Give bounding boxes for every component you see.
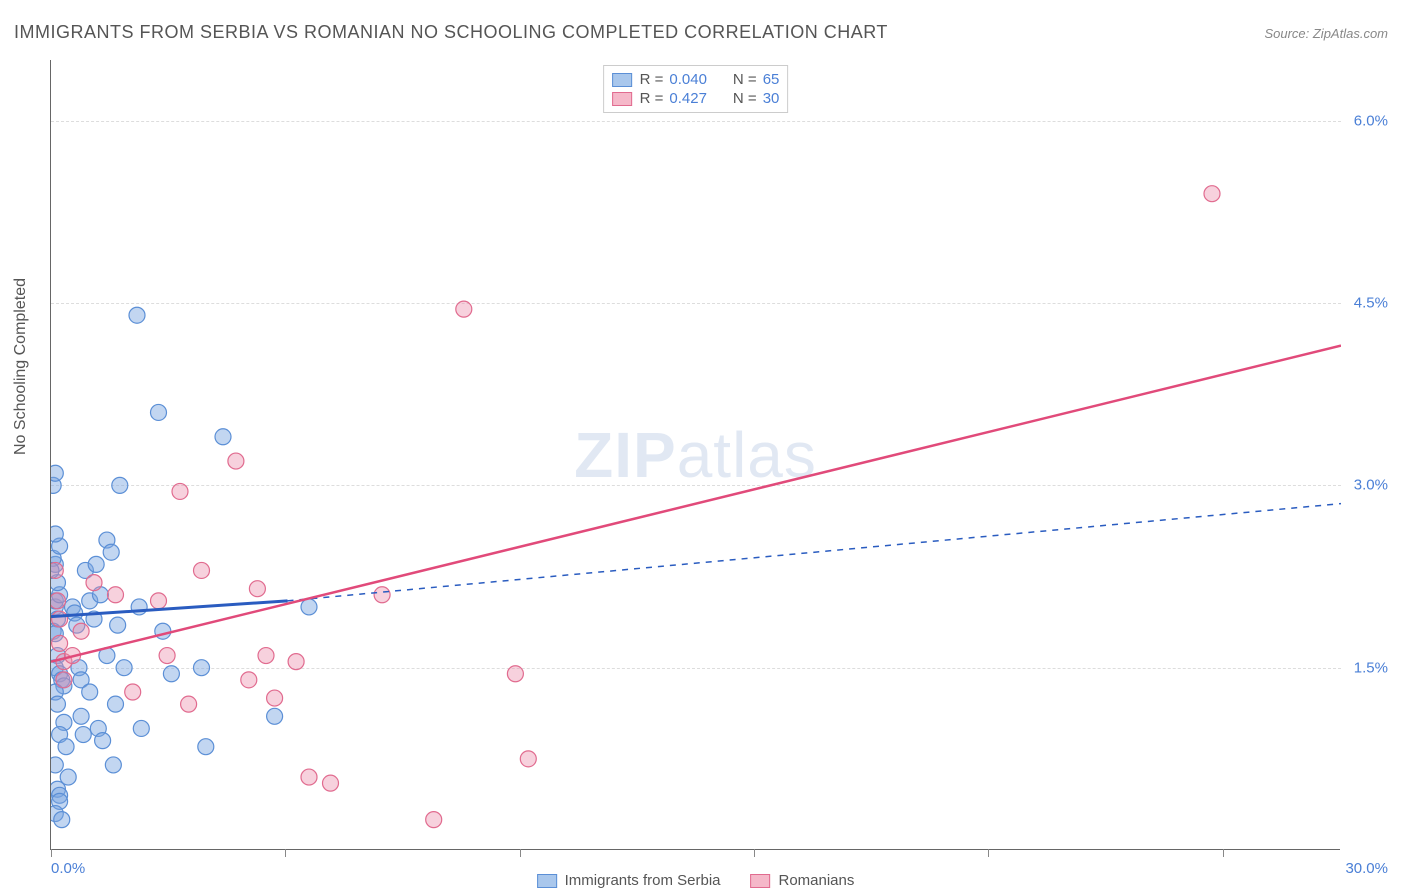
marker-serbia [51,465,63,481]
marker-serbia [51,696,65,712]
marker-serbia [105,757,121,773]
marker-serbia [88,556,104,572]
marker-romanians [172,483,188,499]
legend-series: Immigrants from Serbia Romanians [537,872,855,889]
legend-stats: R = 0.040 N = 65 R = 0.427 N = 30 [603,65,789,113]
marker-serbia [58,739,74,755]
marker-romanians [52,611,68,627]
marker-romanians [56,672,72,688]
legend-swatch-serbia [612,73,632,87]
y-tick-label: 1.5% [1354,659,1388,676]
marker-romanians [456,301,472,317]
marker-romanians [228,453,244,469]
marker-romanians [301,769,317,785]
marker-romanians [181,696,197,712]
source-attribution: Source: ZipAtlas.com [1264,26,1388,41]
marker-serbia [129,307,145,323]
plot-frame: ZIPatlas R = 0.040 N = 65 R = 0.427 N = … [50,60,1340,850]
legend-n-label: N = [733,71,757,88]
marker-serbia [112,477,128,493]
y-tick-label: 4.5% [1354,295,1388,312]
marker-serbia [82,684,98,700]
x-tick [754,849,755,857]
marker-romanians [86,575,102,591]
marker-romanians [426,812,442,828]
marker-serbia [95,733,111,749]
chart-area: ZIPatlas R = 0.040 N = 65 R = 0.427 N = … [50,60,1390,850]
legend-r-label: R = [640,90,664,107]
marker-romanians [73,623,89,639]
x-tick [1223,849,1224,857]
marker-romanians [258,648,274,664]
marker-romanians [51,593,65,609]
marker-serbia [51,757,63,773]
marker-romanians [374,587,390,603]
marker-serbia [163,666,179,682]
marker-romanians [249,581,265,597]
marker-romanians [267,690,283,706]
y-axis-label: No Schooling Completed [12,278,30,455]
marker-serbia [215,429,231,445]
x-tick [988,849,989,857]
marker-serbia [54,812,70,828]
marker-serbia [198,739,214,755]
x-tick-label: 30.0% [1345,860,1388,877]
marker-romanians [241,672,257,688]
legend-n-label: N = [733,90,757,107]
legend-swatch-serbia [537,874,557,888]
legend-stats-row-1: R = 0.427 N = 30 [612,89,780,108]
marker-serbia [110,617,126,633]
marker-serbia [51,526,63,542]
marker-romanians [159,648,175,664]
marker-serbia [133,720,149,736]
marker-romanians [323,775,339,791]
marker-romanians [288,654,304,670]
legend-swatch-romanians [751,874,771,888]
marker-serbia [301,599,317,615]
legend-label-romanians: Romanians [779,872,855,889]
legend-r-label: R = [640,71,664,88]
y-tick-label: 3.0% [1354,477,1388,494]
legend-n-value: 30 [763,90,780,107]
x-tick [51,849,52,857]
marker-serbia [194,660,210,676]
marker-romanians [507,666,523,682]
marker-serbia [108,696,124,712]
x-tick [520,849,521,857]
marker-romanians [151,593,167,609]
marker-romanians [51,562,63,578]
legend-label-serbia: Immigrants from Serbia [565,872,721,889]
chart-title: IMMIGRANTS FROM SERBIA VS ROMANIAN NO SC… [14,22,888,43]
legend-swatch-romanians [612,92,632,106]
marker-serbia [267,708,283,724]
marker-romanians [52,635,68,651]
marker-serbia [75,727,91,743]
marker-romanians [125,684,141,700]
legend-stats-row-0: R = 0.040 N = 65 [612,70,780,89]
legend-item-serbia: Immigrants from Serbia [537,872,721,889]
x-tick-label: 0.0% [51,860,85,877]
marker-serbia [151,404,167,420]
legend-n-value: 65 [763,71,780,88]
marker-romanians [108,587,124,603]
marker-serbia [116,660,132,676]
marker-romanians [1204,186,1220,202]
x-tick [285,849,286,857]
trendline-ext-serbia [288,504,1342,601]
marker-serbia [103,544,119,560]
marker-serbia [73,708,89,724]
legend-r-value: 0.040 [669,71,707,88]
legend-item-romanians: Romanians [751,872,855,889]
marker-romanians [520,751,536,767]
chart-svg [51,60,1341,850]
marker-romanians [194,562,210,578]
y-tick-label: 6.0% [1354,112,1388,129]
legend-r-value: 0.427 [669,90,707,107]
trendline-romanians [51,346,1341,662]
